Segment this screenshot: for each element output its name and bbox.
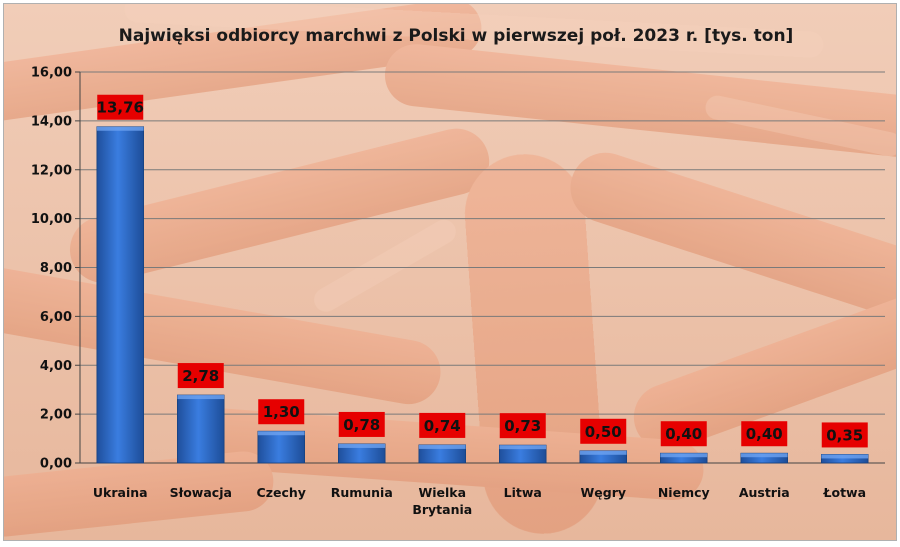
data-label: 13,76 [97,99,144,117]
x-tick-label: Austria [739,485,790,500]
bar-highlight [177,395,224,399]
x-tick-label: Łotwa [822,485,866,500]
y-tick-label: 4,00 [40,359,72,374]
bar-highlight [580,451,627,455]
x-tick-label: Czechy [257,485,306,500]
chart-title: Najwięksi odbiorcy marchwi z Polski w pi… [119,26,794,46]
x-tick-label: Ukraina [93,485,148,500]
bar-highlight [97,127,144,131]
x-tick-label: Węgry [580,485,626,500]
chart-frame: Najwięksi odbiorcy marchwi z Polski w pi… [3,3,897,541]
bar [97,127,144,463]
bar-highlight [821,454,868,458]
data-label: 0,40 [665,425,702,443]
y-tick-label: 2,00 [40,408,72,423]
y-tick-label: 0,00 [40,457,72,472]
bar-chart: Najwięksi odbiorcy marchwi z Polski w pi… [4,4,896,540]
data-label: 0,73 [504,417,541,435]
y-tick-label: 16,00 [31,66,72,81]
bar-highlight [499,445,546,449]
y-tick-label: 8,00 [40,261,72,276]
x-tick-label: Niemcy [658,485,710,500]
bar [177,395,224,463]
data-label: 1,30 [263,403,300,421]
x-tick-label: Słowacja [170,485,232,500]
data-label: 0,40 [746,425,783,443]
data-label: 2,78 [182,367,219,385]
y-tick-label: 14,00 [31,114,72,129]
data-label: 0,35 [826,426,863,444]
y-tick-label: 10,00 [31,212,72,227]
bar [258,431,305,463]
data-label: 0,78 [343,416,380,434]
bar-highlight [338,444,385,448]
x-tick-label: Litwa [504,485,542,500]
x-tick-label: Rumunia [331,485,393,500]
bar-highlight [258,431,305,435]
data-label: 0,50 [585,423,622,441]
bar-highlight [419,445,466,449]
bar-highlight [741,453,788,457]
y-tick-label: 12,00 [31,163,72,178]
y-tick-label: 6,00 [40,310,72,325]
data-label: 0,74 [424,417,461,435]
bar-highlight [660,453,707,457]
